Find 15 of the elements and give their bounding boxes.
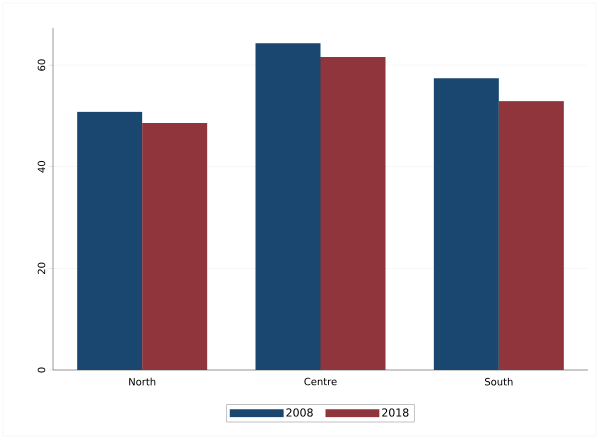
x-tick-label: North — [129, 378, 156, 386]
bar — [434, 78, 499, 370]
x-tick-label: South — [485, 378, 512, 386]
legend-label: 2018 — [382, 408, 408, 417]
legend-label: 2008 — [286, 408, 313, 417]
y-tick-label: 20 — [38, 262, 46, 274]
bar — [256, 43, 321, 370]
y-tick-label: 60 — [38, 59, 46, 71]
x-tick-label: Centre — [304, 378, 337, 386]
bar — [320, 56, 386, 370]
y-tick-label: 40 — [38, 161, 46, 173]
bar — [142, 123, 208, 370]
y-tick-label: 0 — [38, 367, 46, 373]
bar — [77, 112, 142, 370]
bar — [498, 101, 564, 370]
